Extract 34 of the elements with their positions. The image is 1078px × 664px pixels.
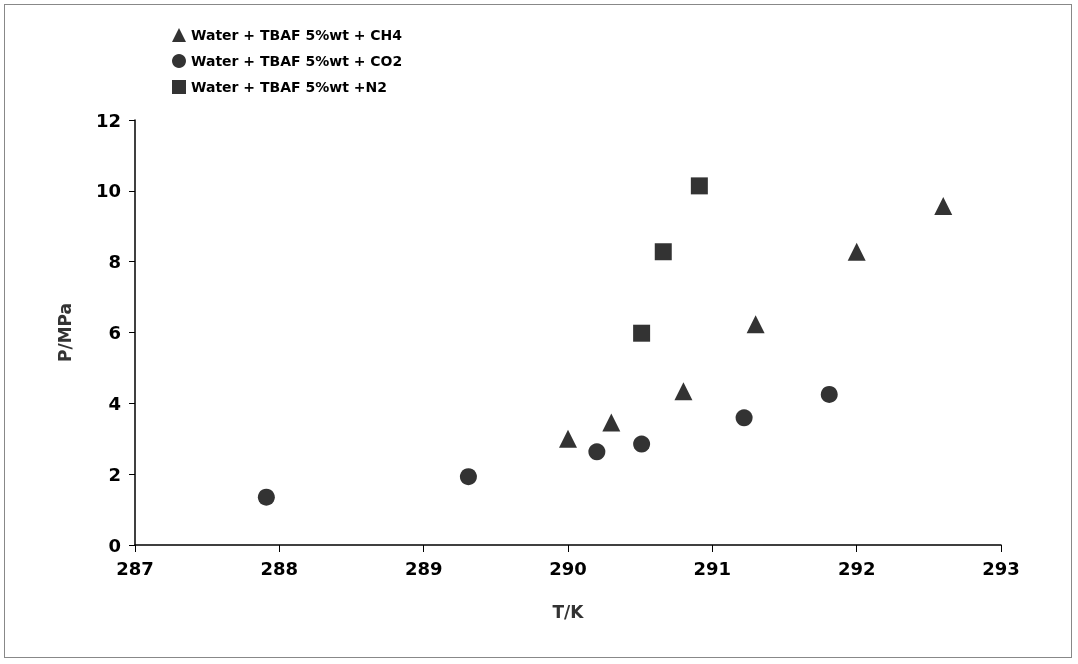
legend-label: Water + TBAF 5%wt + CO2	[191, 53, 403, 69]
y-tick-label: 2	[108, 463, 121, 485]
point	[654, 243, 672, 261]
x-axis-title: T/K	[552, 601, 585, 622]
point	[633, 435, 651, 453]
point	[847, 242, 866, 261]
x-tick-label: 293	[982, 557, 1020, 579]
y-tick-label: 0	[108, 534, 121, 556]
x-tick-label: 291	[693, 557, 732, 579]
point	[735, 409, 753, 427]
point	[690, 177, 708, 195]
x-tick-label: 292	[837, 557, 876, 579]
point	[588, 443, 606, 461]
point	[602, 413, 621, 432]
point	[820, 385, 838, 403]
y-axis-title: P/MPa	[54, 302, 75, 363]
y-tick-label: 4	[108, 392, 121, 414]
y-tick-label: 10	[95, 180, 121, 202]
y-tick-label: 8	[108, 251, 121, 273]
y-tick-label: 12	[95, 109, 121, 131]
point	[633, 324, 651, 342]
point	[934, 197, 953, 216]
x-tick-label: 288	[260, 557, 299, 579]
point	[559, 429, 577, 448]
point	[674, 382, 693, 401]
legend-label: Water + TBAF 5%wt +N2	[191, 79, 387, 95]
x-tick-label: 289	[404, 557, 443, 579]
x-tick-label: 290	[549, 557, 587, 579]
y-tick-label: 6	[108, 322, 121, 343]
point	[746, 315, 765, 334]
point	[459, 468, 477, 486]
legend-label: Water + TBAF 5%wt + CH4	[191, 27, 403, 43]
x-tick-label: 287	[116, 557, 154, 579]
point	[257, 488, 275, 506]
